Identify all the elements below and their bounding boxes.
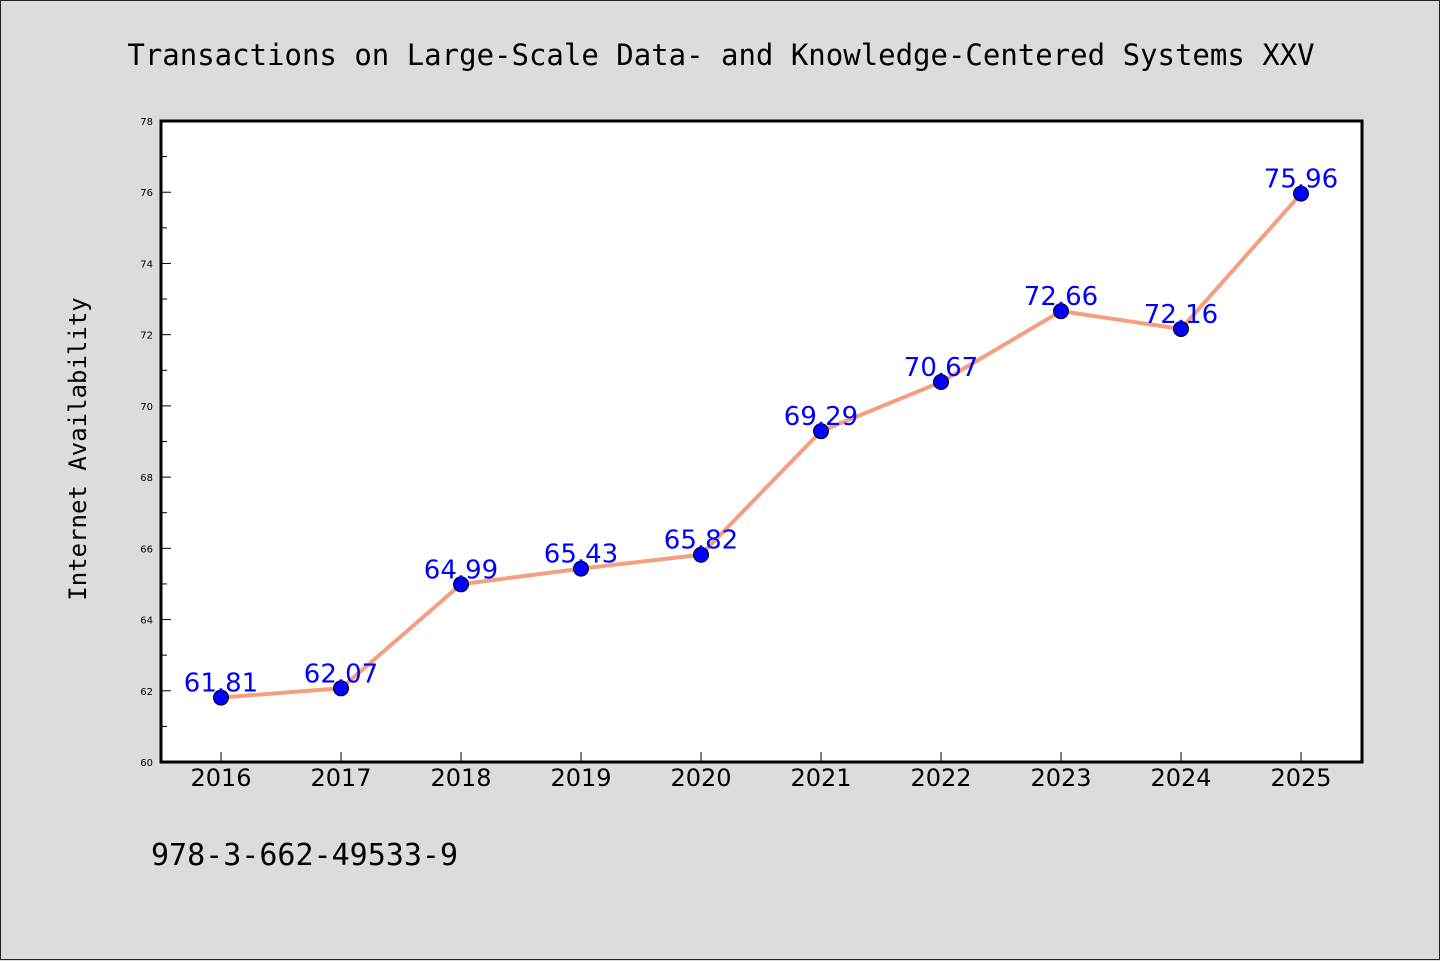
y-tick-label: 62 [140, 687, 153, 698]
x-tick-label: 2021 [790, 764, 851, 792]
x-tick-label: 2025 [1270, 764, 1331, 792]
x-axis: 2016 2017 2018 2019 2020 2021 2022 2023 2024 2025 [190, 752, 1332, 792]
data-label: 70.67 [904, 353, 978, 383]
data-label: 61.81 [184, 669, 258, 699]
data-label: 72.16 [1144, 300, 1218, 330]
data-point [1293, 185, 1309, 202]
y-tick-label: 68 [140, 473, 153, 484]
x-tick-label: 2024 [1150, 764, 1211, 792]
data-label: 75.96 [1264, 165, 1338, 195]
y-tick-label: 70 [140, 402, 153, 413]
y-tick-label: 78 [140, 117, 153, 128]
series-line [220, 192, 1303, 700]
data-label: 72.66 [1024, 282, 1098, 312]
x-tick-label: 2016 [190, 764, 251, 792]
y-tick-label: 76 [140, 188, 153, 199]
data-label: 69.29 [784, 402, 858, 432]
x-tick-label: 2020 [670, 764, 731, 792]
x-tick-label: 2023 [1030, 764, 1091, 792]
isbn-text: 978-3-662-49533-9 [151, 838, 458, 873]
data-point [213, 689, 229, 706]
x-tick-label: 2022 [910, 764, 971, 792]
data-point [453, 576, 469, 593]
data-point [933, 374, 949, 391]
x-tick-label: 2019 [550, 764, 611, 792]
y-tick-label: 74 [140, 259, 153, 270]
series-line-group [220, 192, 1303, 700]
data-labels: 61.81 62.07 64.99 65.43 65.82 69.29 70.67 72.66… [184, 165, 1338, 699]
data-label: 65.82 [664, 526, 738, 556]
y-axis: 60 62 64 66 68 70 72 74 76 78 [140, 117, 171, 769]
y-tick-label: 60 [140, 758, 153, 769]
x-tick-label: 2017 [310, 764, 371, 792]
data-label: 64.99 [424, 555, 498, 585]
chart-title: Transactions on Large-Scale Data- and Kn… [127, 38, 1314, 72]
data-point [693, 546, 709, 563]
y-tick-label: 72 [140, 331, 153, 342]
data-label: 62.07 [304, 659, 378, 689]
data-point [333, 680, 349, 697]
y-axis-label: Internet Availability [64, 297, 92, 600]
data-point [573, 560, 589, 577]
data-point [813, 423, 829, 440]
data-label: 65.43 [544, 540, 618, 570]
data-point [1173, 320, 1189, 337]
data-points [213, 185, 1309, 706]
x-tick-label: 2018 [430, 764, 491, 792]
y-tick-label: 66 [140, 544, 153, 555]
y-tick-label: 64 [140, 616, 153, 627]
plot-area [159, 119, 1364, 764]
data-point [1053, 303, 1069, 320]
